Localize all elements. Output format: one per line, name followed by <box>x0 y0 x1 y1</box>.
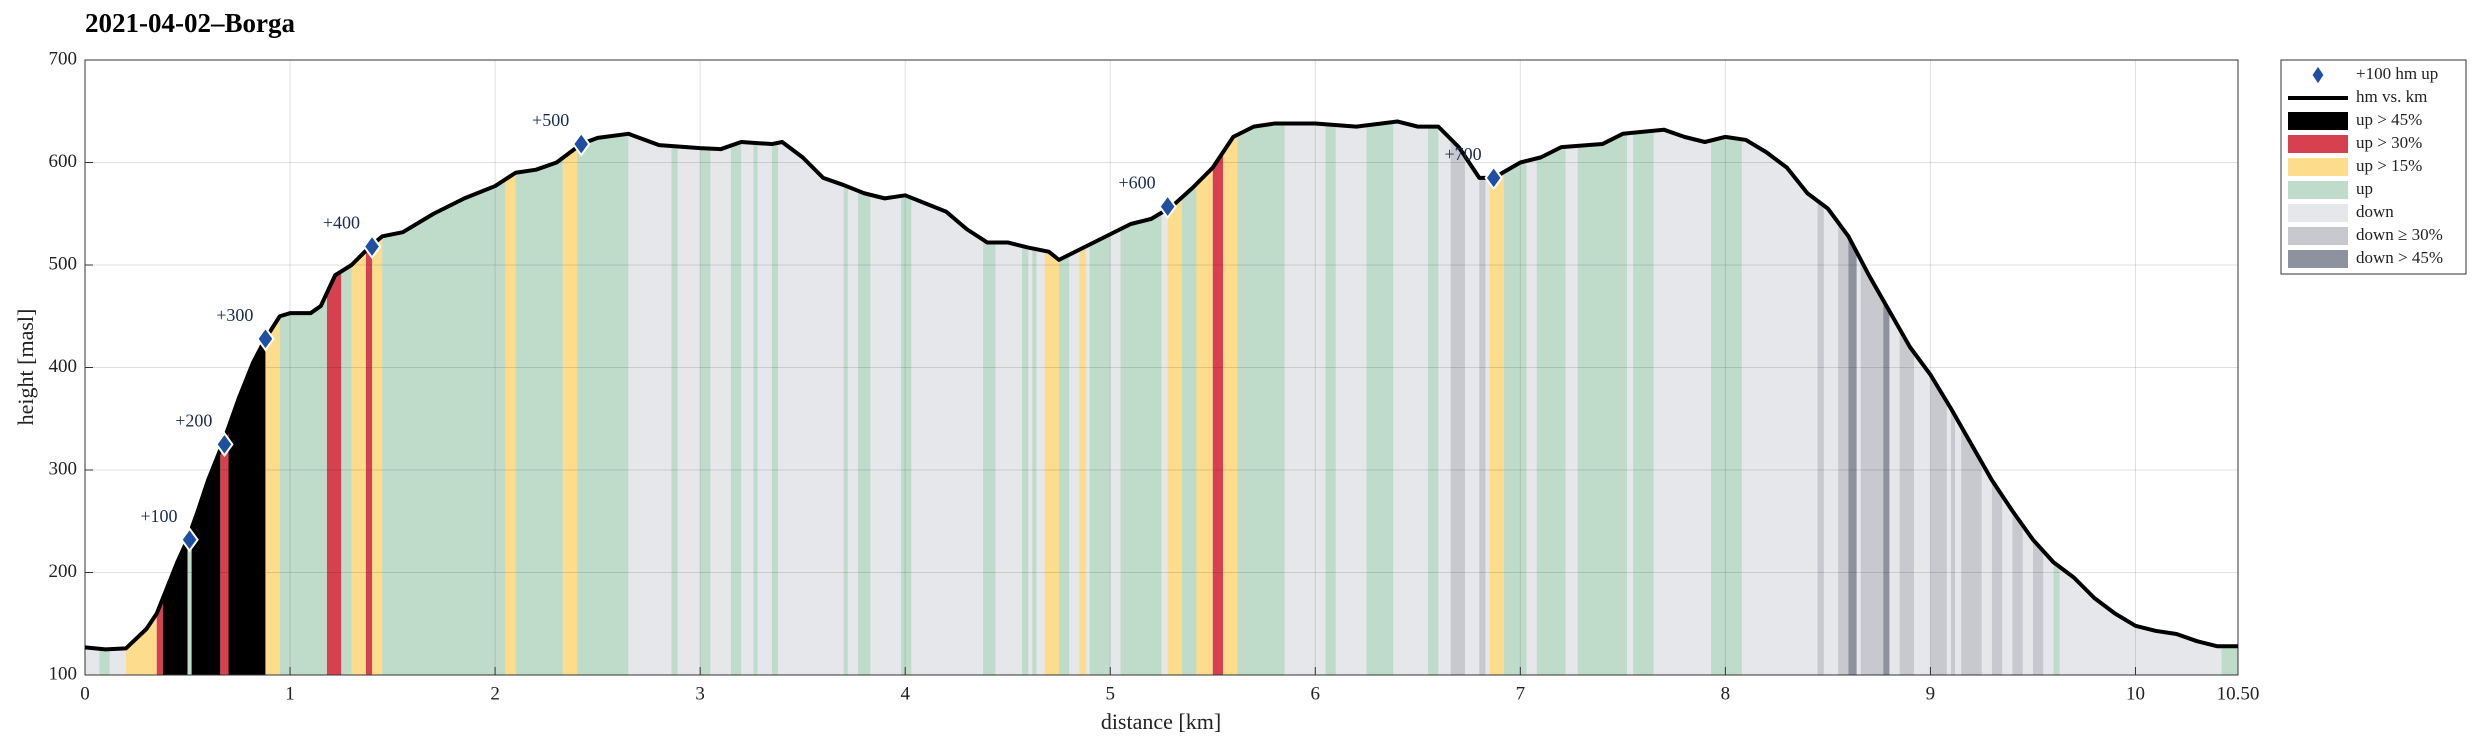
band <box>1089 121 1111 675</box>
legend-swatch <box>2288 227 2348 245</box>
band <box>1079 121 1086 675</box>
x-tick-label: 1 <box>285 683 295 704</box>
band <box>858 121 871 675</box>
x-tick-label: 10.50 <box>2217 683 2260 704</box>
y-tick-label: 200 <box>49 561 78 582</box>
band <box>901 121 912 675</box>
band <box>1633 121 1654 675</box>
band <box>1167 121 1183 675</box>
y-axis-label: height [masl] <box>13 309 38 426</box>
x-tick-label: 8 <box>1721 683 1731 704</box>
chart-title: 2021-04-02–Borga <box>85 8 295 38</box>
legend-swatch <box>2288 204 2348 222</box>
marker-label: +500 <box>532 110 569 130</box>
legend-label: hm vs. km <box>2356 87 2427 106</box>
y-tick-label: 300 <box>49 458 78 479</box>
marker <box>1158 193 1177 220</box>
band <box>983 121 996 675</box>
legend-label: up <box>2356 179 2373 198</box>
x-tick-label: 0 <box>80 683 90 704</box>
y-tick-label: 600 <box>49 151 78 172</box>
band <box>1325 121 1336 675</box>
band <box>1212 121 1224 675</box>
x-tick-label: 4 <box>900 683 910 704</box>
band <box>1489 121 1504 675</box>
band <box>1032 121 1037 675</box>
legend-label: up > 15% <box>2356 156 2422 175</box>
x-tick-label: 5 <box>1105 683 1115 704</box>
band <box>341 121 352 675</box>
y-tick-label: 700 <box>49 48 78 69</box>
band <box>700 121 711 675</box>
y-tick-label: 400 <box>49 356 78 377</box>
marker-label: +100 <box>140 506 177 526</box>
band <box>1428 121 1439 675</box>
band <box>515 121 563 675</box>
x-tick-label: 6 <box>1311 683 1321 704</box>
band <box>1838 121 1849 675</box>
band <box>1536 121 1566 675</box>
marker <box>215 431 234 458</box>
legend-label: down > 45% <box>2356 248 2443 267</box>
legend-label: down <box>2356 202 2394 221</box>
legend-swatch <box>2288 250 2348 268</box>
band <box>671 121 678 675</box>
band <box>1044 121 1059 675</box>
legend-label: up > 45% <box>2356 110 2422 129</box>
legend-swatch <box>2288 112 2348 130</box>
band <box>365 121 373 675</box>
band <box>1848 121 1857 675</box>
plot-frame <box>84 59 2239 676</box>
marker-label: +200 <box>175 411 212 431</box>
x-tick-label: 10 <box>2126 683 2145 704</box>
band <box>753 121 758 675</box>
legend-swatch <box>2288 158 2348 176</box>
x-tick-label: 9 <box>1926 683 1936 704</box>
legend-label: +100 hm up <box>2356 64 2438 83</box>
band <box>1223 121 1238 675</box>
band <box>1883 121 1890 675</box>
y-tick-label: 100 <box>49 663 78 684</box>
band <box>372 121 383 675</box>
marker-label: +600 <box>1118 173 1155 193</box>
band <box>1450 121 1465 675</box>
marker <box>362 233 382 260</box>
band <box>1237 121 1285 675</box>
marker <box>571 131 591 157</box>
band <box>1577 121 1627 675</box>
band <box>1817 121 1824 675</box>
x-axis-label: distance [km] <box>1101 709 1221 734</box>
marker <box>1484 165 1503 191</box>
legend-marker <box>2311 65 2325 85</box>
band <box>771 121 779 675</box>
legend-label: up > 30% <box>2356 133 2422 152</box>
y-tick-label: 500 <box>49 253 78 274</box>
band <box>1196 121 1213 675</box>
band <box>1503 121 1527 675</box>
band <box>1479 121 1486 675</box>
band <box>1058 121 1070 675</box>
marker <box>256 326 275 352</box>
band <box>843 121 848 675</box>
marker-label: +300 <box>216 305 253 325</box>
x-tick-label: 3 <box>695 683 705 704</box>
marker <box>180 526 199 553</box>
band <box>730 121 742 675</box>
legend-swatch <box>2288 181 2348 199</box>
profile-line <box>84 119 2238 652</box>
x-tick-label: 2 <box>490 683 500 704</box>
band <box>1366 121 1394 675</box>
band <box>577 121 629 675</box>
band <box>1182 121 1197 675</box>
marker-label: +400 <box>323 213 360 233</box>
band <box>1022 121 1029 675</box>
marker-label: +700 <box>1445 144 1482 164</box>
band <box>1711 121 1742 675</box>
x-tick-label: 7 <box>1516 683 1526 704</box>
legend-swatch <box>2288 135 2348 153</box>
legend-label: down ≥ 30% <box>2356 225 2443 244</box>
band <box>505 121 516 675</box>
band <box>562 121 578 675</box>
